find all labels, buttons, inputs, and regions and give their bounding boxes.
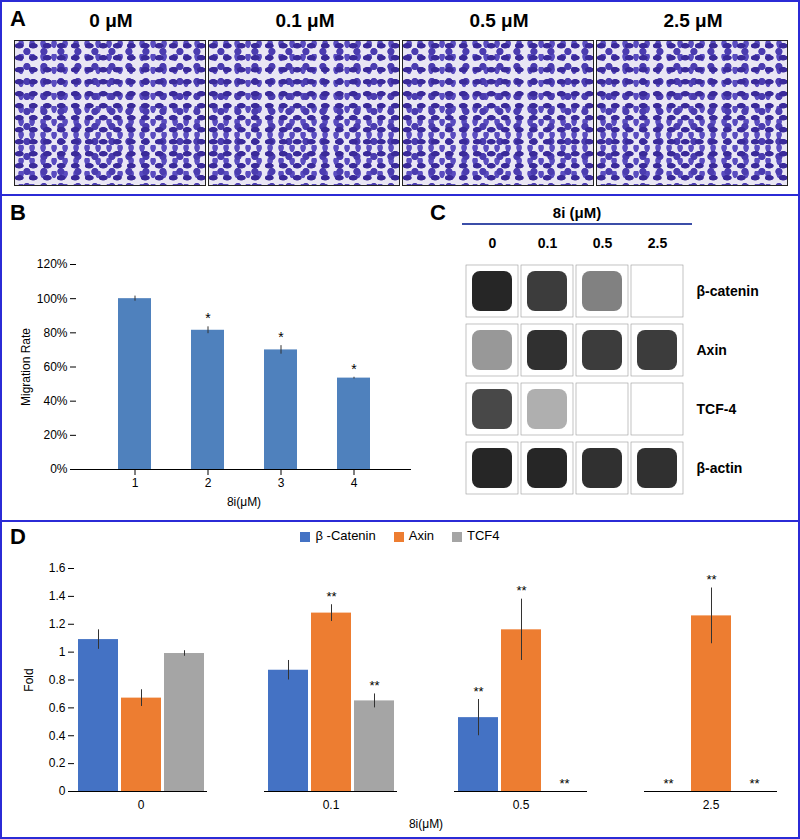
svg-text:0.1: 0.1	[323, 798, 340, 812]
html-text:0.5 μM: 0.5 μM	[469, 10, 529, 31]
svg-text:1.6: 1.6	[49, 561, 66, 575]
html-text:0 μM: 0 μM	[89, 10, 133, 31]
svg-text:0.1: 0.1	[538, 235, 558, 251]
svg-text:1.4: 1.4	[49, 589, 66, 603]
svg-text:2.5: 2.5	[648, 235, 668, 251]
svg-text:**: **	[559, 776, 569, 791]
svg-text:**: **	[749, 776, 759, 791]
html-text:β -Catenin: β -Catenin	[315, 528, 376, 543]
svg-text:40%: 40%	[43, 394, 67, 408]
svg-text:0.2: 0.2	[49, 756, 66, 770]
svg-text:Migration Rate: Migration Rate	[19, 328, 33, 406]
svg-text:**: **	[706, 572, 716, 587]
svg-text:1: 1	[59, 645, 66, 659]
svg-text:1: 1	[132, 476, 139, 490]
svg-text:0%: 0%	[50, 462, 68, 476]
svg-text:100%: 100%	[37, 292, 68, 306]
svg-text:0.4: 0.4	[49, 729, 66, 743]
svg-text:0: 0	[59, 784, 66, 798]
svg-text:*: *	[351, 361, 357, 377]
svg-text:0.6: 0.6	[49, 701, 66, 715]
svg-text:0.5: 0.5	[513, 798, 530, 812]
svg-text:0.5: 0.5	[593, 235, 613, 251]
svg-text:β-actin: β-actin	[697, 460, 743, 476]
svg-text:**: **	[369, 678, 379, 693]
svg-text:β-catenin: β-catenin	[697, 283, 759, 299]
svg-text:**: **	[326, 589, 336, 604]
svg-text:Fold: Fold	[22, 668, 36, 691]
svg-text:*: *	[205, 310, 211, 326]
svg-text:*: *	[278, 329, 284, 345]
html-text:Axin: Axin	[408, 528, 434, 543]
svg-text:20%: 20%	[43, 428, 67, 442]
svg-text:0.8: 0.8	[49, 673, 66, 687]
svg-text:1.2: 1.2	[49, 617, 66, 631]
html-text:8i (μM): 8i (μM)	[552, 204, 602, 221]
svg-text:2: 2	[205, 476, 212, 490]
svg-text:8i(μM): 8i(μM)	[409, 817, 443, 831]
svg-text:**: **	[473, 684, 483, 699]
svg-text:TCF-4: TCF-4	[697, 401, 737, 417]
svg-text:8i(μM): 8i(μM)	[227, 495, 261, 509]
svg-text:**: **	[663, 776, 673, 791]
html-text:TCF4: TCF4	[467, 528, 500, 543]
svg-text:**: **	[516, 583, 526, 598]
html-text:0.1 μM: 0.1 μM	[275, 10, 335, 31]
svg-text:80%: 80%	[43, 326, 67, 340]
svg-text:Axin: Axin	[697, 342, 727, 358]
html-text:D: D	[10, 524, 26, 549]
html-text:A: A	[10, 6, 26, 31]
html-text:C: C	[430, 200, 446, 225]
html-text:2.5 μM: 2.5 μM	[663, 10, 723, 31]
svg-text:120%: 120%	[37, 257, 68, 271]
svg-text:60%: 60%	[43, 360, 67, 374]
html-text:B: B	[10, 200, 26, 225]
svg-text:0: 0	[138, 798, 145, 812]
svg-text:4: 4	[351, 476, 358, 490]
svg-text:2.5: 2.5	[703, 798, 720, 812]
svg-text:0: 0	[489, 235, 497, 251]
svg-text:3: 3	[278, 476, 285, 490]
